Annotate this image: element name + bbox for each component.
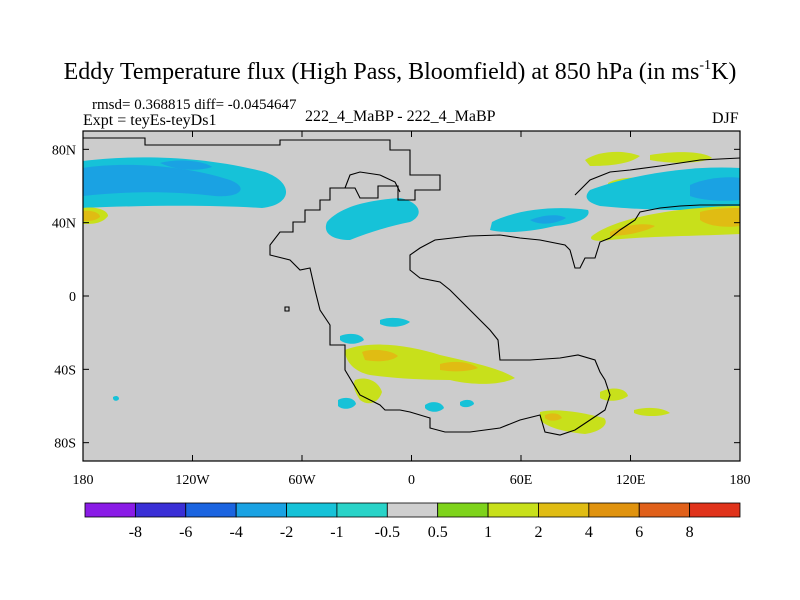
chart-title: Eddy Temperature flux (High Pass, Bloomf… xyxy=(63,58,737,85)
colorbar-box xyxy=(235,502,287,518)
coastline-africa-eurasia xyxy=(399,204,740,436)
x-tick: 120W xyxy=(175,131,210,488)
region-arctic-positive-a xyxy=(585,151,640,166)
region-pacific-jet-inner xyxy=(610,224,655,236)
y-tick: 40S xyxy=(54,363,740,378)
colorbar: -8 -6 -4 -2 -1 -0.5 0.5 1 2 4 6 8 xyxy=(84,502,741,541)
region-south-atlantic-core xyxy=(362,349,398,362)
y-tick-label: 80S xyxy=(54,437,76,452)
region-pacific-jet-core xyxy=(700,208,740,227)
region-asia-core xyxy=(530,215,566,224)
x-tick-label: 120E xyxy=(616,473,646,488)
region-north-atlantic-negative xyxy=(325,198,419,240)
coastline-small-isle xyxy=(284,306,290,312)
colorbar-label: -6 xyxy=(179,524,192,541)
colorbar-label: -4 xyxy=(229,524,242,541)
x-tick: 180 xyxy=(730,131,751,488)
x-tick-label: 60E xyxy=(510,473,533,488)
season-label: DJF xyxy=(712,110,739,127)
x-tick-label: 0 xyxy=(408,473,415,488)
experiment-pair-label: 222_4_MaBP - 222_4_MaBP xyxy=(305,108,496,125)
experiment-label: Expt = teyEs-teyDs1 xyxy=(83,112,217,129)
colorbar-label: -2 xyxy=(280,524,293,541)
region-kamchatka-negative xyxy=(586,167,740,211)
colorbar-box xyxy=(638,502,691,518)
colorbar-label: 1 xyxy=(484,524,492,541)
region-north-pacific-core xyxy=(83,164,241,197)
colorbar-label: -0.5 xyxy=(375,524,400,541)
x-axis: 180 120W 60W 0 60E 120E xyxy=(73,131,751,488)
colorbar-box xyxy=(487,502,539,518)
x-tick: 60W xyxy=(288,131,316,488)
region-south-negative-a xyxy=(338,397,356,409)
colorbar-label: 0.5 xyxy=(428,524,448,541)
region-north-pacific-small xyxy=(160,160,212,170)
coastline xyxy=(83,137,740,436)
region-south-negative-c xyxy=(340,333,364,344)
contour-fills xyxy=(83,151,740,434)
colorbar-label: 6 xyxy=(635,524,643,541)
x-tick: 120E xyxy=(616,131,646,488)
y-tick: 80N xyxy=(52,143,740,158)
colorbar-label: 2 xyxy=(534,524,542,541)
rmsd-diff-label: rmsd= 0.368815 diff= -0.0454647 xyxy=(92,97,297,113)
colorbar-label: 4 xyxy=(585,524,593,541)
colorbar-box xyxy=(286,502,338,518)
region-south-negative-b xyxy=(380,317,410,327)
region-southern-ocean-core xyxy=(545,413,562,421)
y-tick-label: 80N xyxy=(52,143,76,158)
colorbar-box xyxy=(689,502,741,518)
coastline-greenland xyxy=(344,171,401,193)
colorbar-box xyxy=(336,502,388,518)
region-west-edge-core xyxy=(83,210,100,221)
x-tick: 180 xyxy=(73,131,94,488)
colorbar-box xyxy=(84,502,136,518)
coastline-arctic-asia xyxy=(574,157,740,196)
colorbar-label: -8 xyxy=(129,524,142,541)
x-tick: 60E xyxy=(510,131,533,488)
colorbar-box xyxy=(386,502,439,518)
region-south-atlantic-lower xyxy=(353,378,382,404)
y-tick-label: 40S xyxy=(54,363,76,378)
y-tick: 80S xyxy=(54,437,740,452)
region-small-negative-e xyxy=(113,395,119,401)
colorbar-label: -1 xyxy=(330,524,343,541)
coastline-americas xyxy=(83,137,441,411)
x-tick: 0 xyxy=(408,131,415,488)
x-tick-label: 60W xyxy=(288,473,316,488)
colorbar-box xyxy=(437,502,489,518)
region-kamchatka-core xyxy=(690,177,740,201)
region-southern-ocean-positive-c xyxy=(634,407,670,417)
y-tick-label: 40N xyxy=(52,217,76,232)
y-axis: 80N 40N 0 40S 80S xyxy=(52,143,740,452)
x-tick-label: 180 xyxy=(73,473,94,488)
x-tick-label: 180 xyxy=(730,473,751,488)
y-tick-label: 0 xyxy=(69,290,76,305)
colorbar-box xyxy=(588,502,640,518)
y-tick: 0 xyxy=(69,290,740,305)
colorbar-box xyxy=(185,502,237,518)
x-tick-label: 120W xyxy=(175,473,210,488)
region-southern-ocean-positive-b xyxy=(600,388,628,401)
region-small-negative-f xyxy=(460,399,474,408)
colorbar-box xyxy=(538,502,590,518)
y-tick: 40N xyxy=(52,217,740,232)
colorbar-label: 8 xyxy=(686,524,694,541)
region-south-atlantic-core-b xyxy=(440,361,478,372)
colorbar-box xyxy=(134,502,187,518)
region-south-negative-d xyxy=(425,402,444,412)
